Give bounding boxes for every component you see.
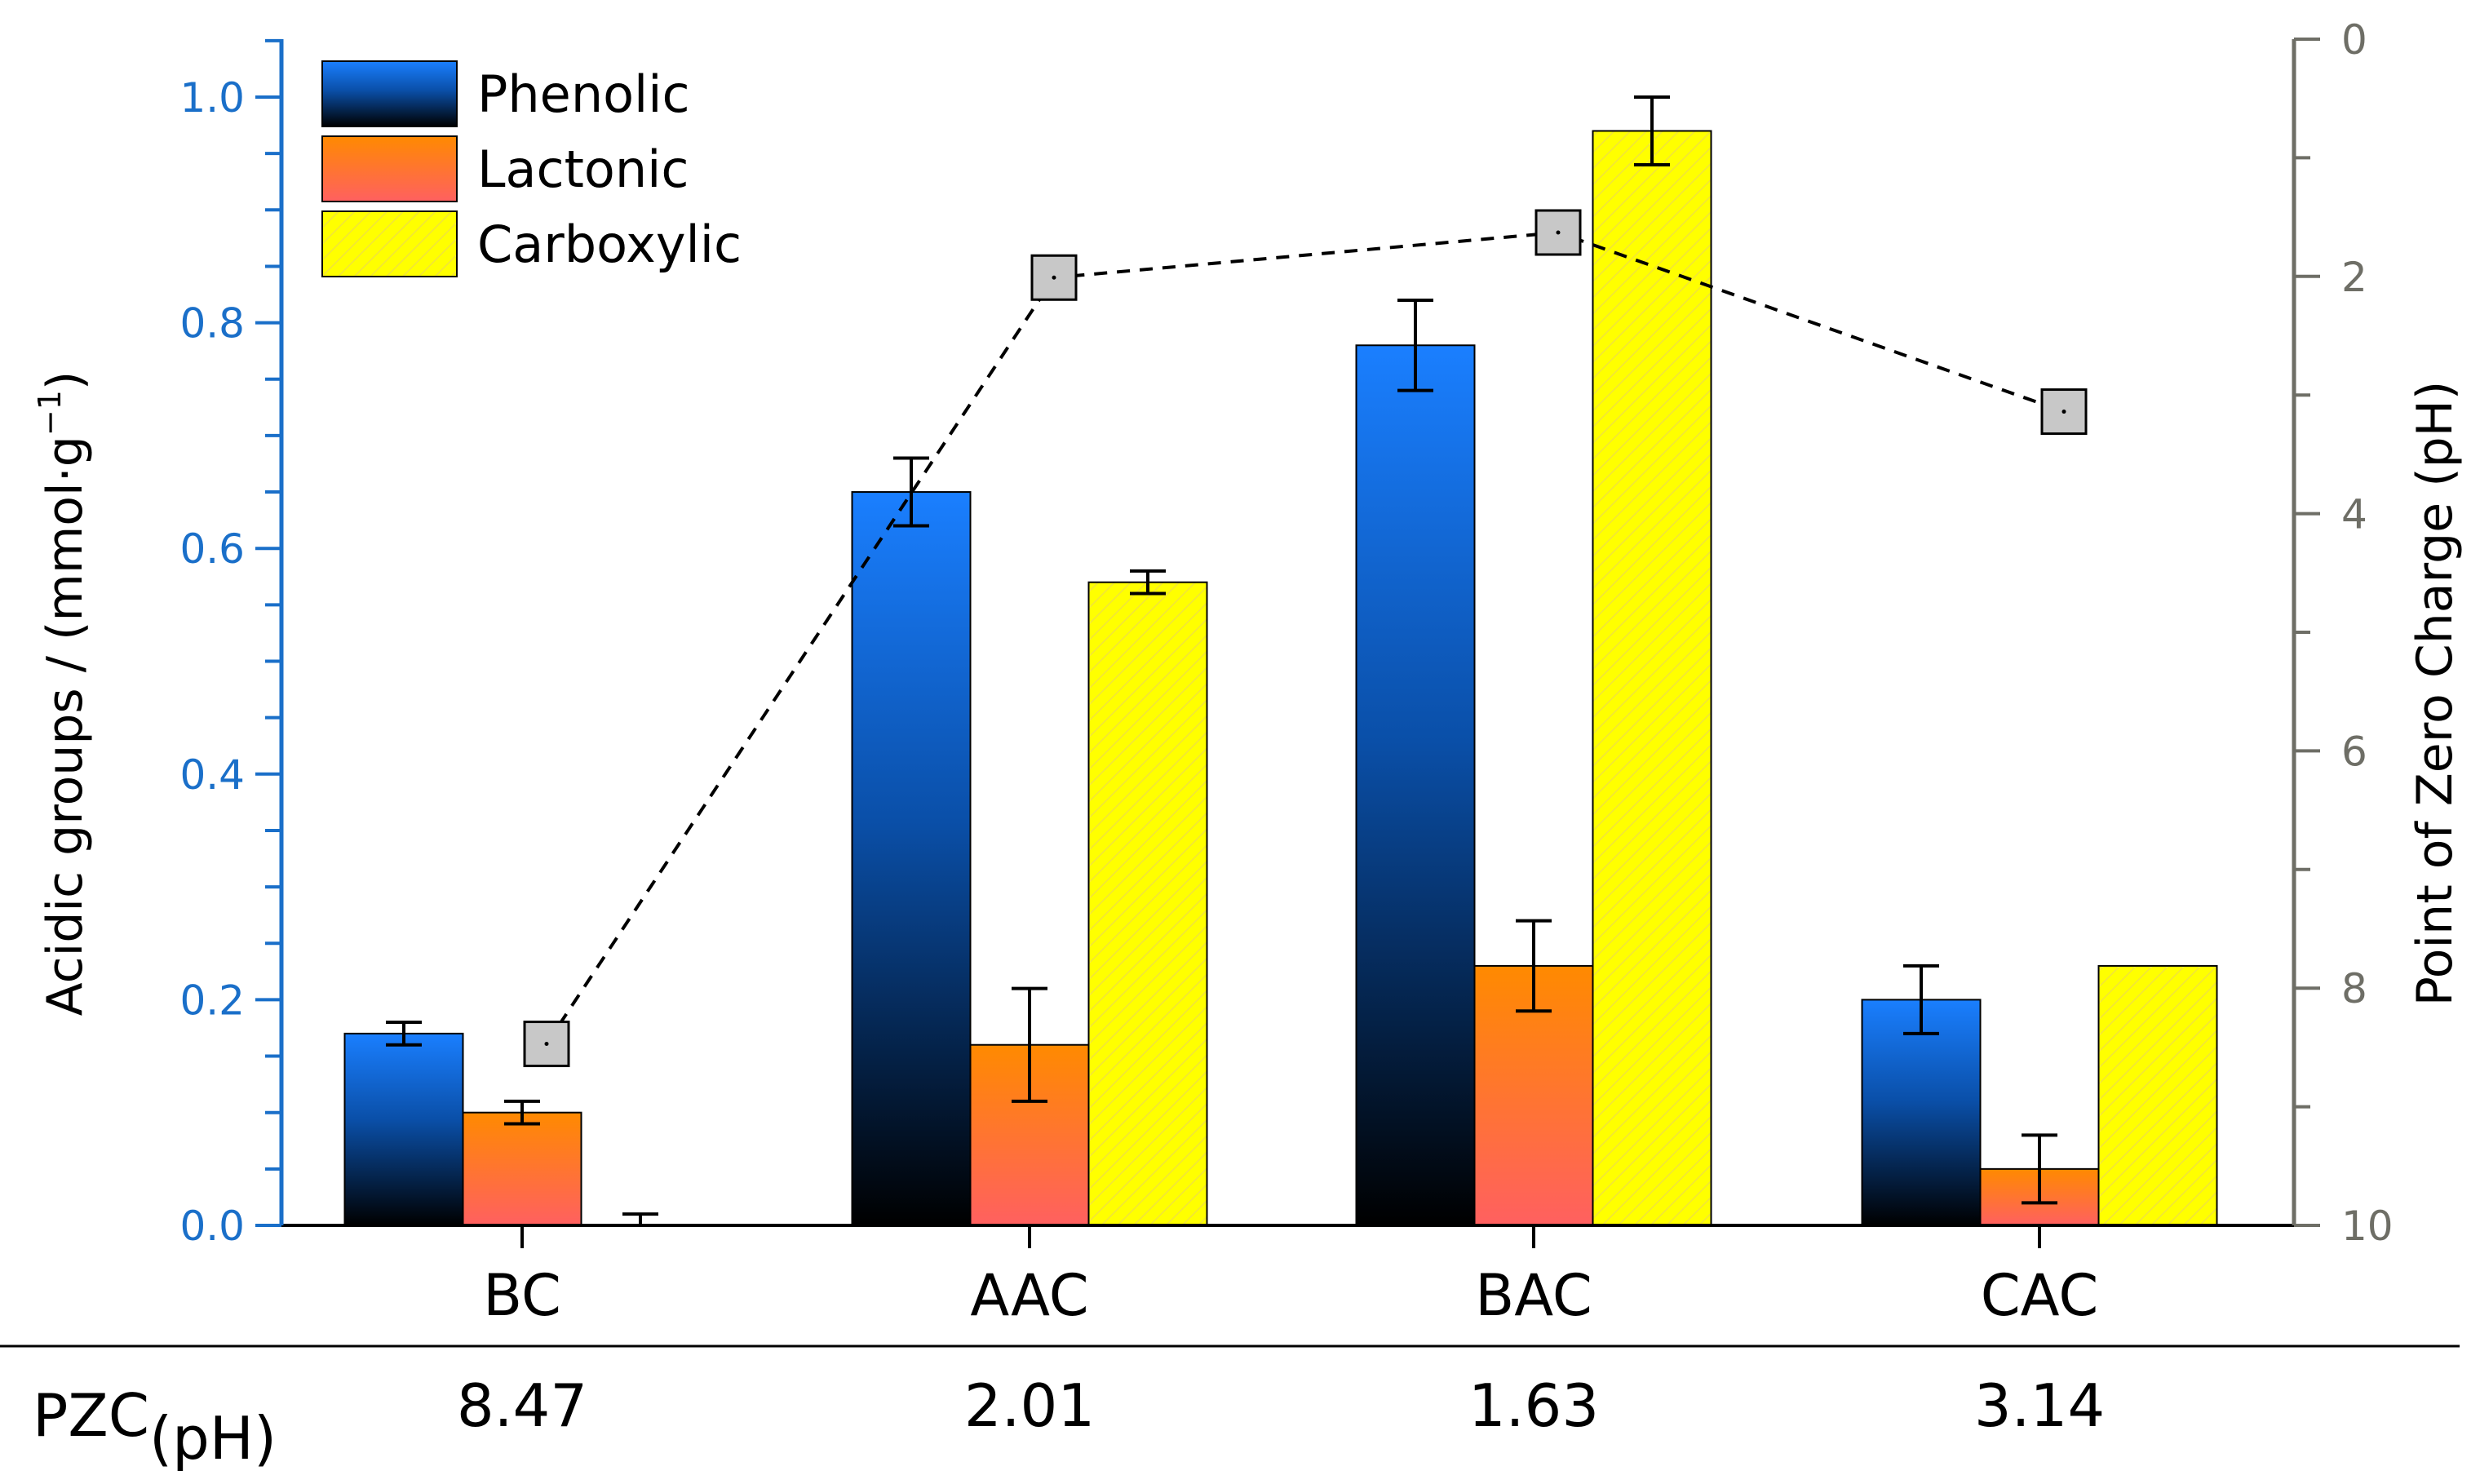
pzc-marker-dot xyxy=(544,1042,549,1047)
y-left-title: Acidic groups / (mmol·g−1) xyxy=(32,371,94,1017)
pzc-marker-dot xyxy=(2062,410,2066,414)
pzc-value-cac: 3.14 xyxy=(1974,1371,2105,1440)
bar-carboxylic-aac xyxy=(1087,581,1208,1226)
y-right-tick-label: 8 xyxy=(2341,965,2367,1012)
error-bar-carboxylic-bac xyxy=(1634,95,1670,166)
pzc-marker-dot xyxy=(1052,275,1056,280)
y-right-tick-label: 10 xyxy=(2341,1203,2394,1250)
pzc-value-bc: 8.47 xyxy=(457,1371,587,1440)
error-bar-phenolic-aac xyxy=(893,456,929,528)
y-right-tick-label: 6 xyxy=(2341,728,2367,775)
y-left-tick-label: 1.0 xyxy=(179,74,245,122)
y-left-tick-label: 0.8 xyxy=(179,300,245,348)
pzc-value-aac: 2.01 xyxy=(964,1371,1095,1440)
error-bar-phenolic-bac xyxy=(1397,298,1433,392)
y-left-tick-label: 0.2 xyxy=(179,977,245,1024)
error-bar-carboxylic-aac xyxy=(1130,569,1166,596)
pzc-values: 8.47 2.01 1.63 3.14 xyxy=(457,1371,2105,1440)
bar-lactonic-bc xyxy=(462,1111,582,1226)
x-tick-label: CAC xyxy=(1981,1262,2098,1329)
error-bar-lactonic-bc xyxy=(504,1099,540,1126)
error-bar-carboxylic-bc xyxy=(622,1212,658,1227)
y-left-title-close: ) xyxy=(37,371,94,390)
error-bar-phenolic-cac xyxy=(1903,963,1939,1035)
x-tick-label: BC xyxy=(483,1262,561,1329)
y-right-tick-label: 2 xyxy=(2341,254,2367,301)
error-bar-lactonic-aac xyxy=(1012,986,1047,1103)
legend-label-carboxylic: Carboxylic xyxy=(477,215,742,274)
x-tick-label: BAC xyxy=(1475,1262,1592,1329)
legend: Phenolic Lactonic Carboxylic xyxy=(321,60,742,277)
legend-label-phenolic: Phenolic xyxy=(477,64,690,124)
legend-swatch-phenolic xyxy=(321,60,458,127)
bar-phenolic-aac xyxy=(851,491,972,1226)
bar-phenolic-bc xyxy=(343,1032,464,1227)
pzc-row-label: PZC(pH) xyxy=(33,1381,277,1473)
error-bar-phenolic-bc xyxy=(386,1021,422,1047)
legend-label-lactonic: Lactonic xyxy=(477,140,689,199)
bar-carboxylic-bac xyxy=(1592,130,1712,1227)
y-left-tick-label: 0.0 xyxy=(179,1203,245,1250)
error-bar-lactonic-bac xyxy=(1516,919,1552,1013)
pzc-marker-dot xyxy=(1556,230,1561,235)
y-right-title: Point of Zero Charge (pH) xyxy=(2407,381,2464,1007)
plot-area: BC AAC BAC CAC 0.0 0.2 0.4 0.6 0.8 1.0 0 2 4 6 8 10 xyxy=(179,16,2393,1329)
bar-phenolic-cac xyxy=(1861,999,1982,1227)
y-left-tick-label: 0.4 xyxy=(179,751,245,799)
pzc-line xyxy=(545,230,2065,1045)
y-left-title-sup: −1 xyxy=(32,390,68,436)
legend-swatch-lactonic xyxy=(321,135,458,202)
y-right-tick-label: 4 xyxy=(2341,491,2367,538)
x-tick-label: AAC xyxy=(970,1262,1088,1329)
error-bar-lactonic-cac xyxy=(2022,1133,2057,1205)
pzc-value-bac: 1.63 xyxy=(1468,1371,1599,1440)
pzc-row-label-sub: (pH) xyxy=(149,1404,277,1473)
y-left-tick-label: 0.6 xyxy=(179,525,245,573)
bar-carboxylic-cac xyxy=(2097,964,2218,1227)
legend-swatch-carboxylic xyxy=(321,210,458,277)
y-right-tick-label: 0 xyxy=(2341,16,2367,64)
bar-phenolic-bac xyxy=(1355,344,1476,1226)
